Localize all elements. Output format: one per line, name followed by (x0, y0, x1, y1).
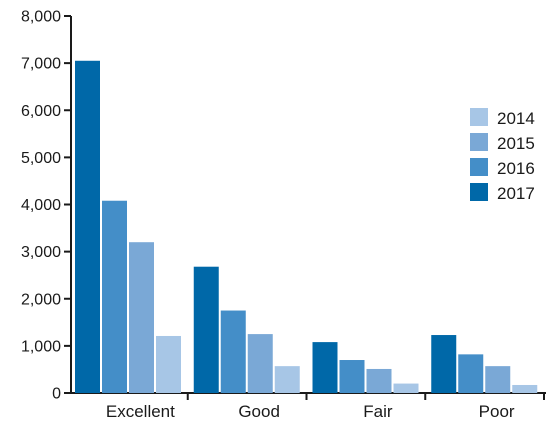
y-axis: 0 1,000 2,000 3,000 4,000 5,000 6,000 7,000 8,00… (21, 9, 72, 403)
bar-poor-2015 (485, 366, 511, 393)
bar-fair-2016 (339, 360, 365, 393)
bar-poor-2017 (431, 335, 457, 393)
legend-label-2014: 2014 (497, 109, 535, 128)
x-category-label-excellent: Excellent (106, 402, 175, 421)
bars (75, 60, 538, 394)
x-category-label-poor: Poor (479, 402, 515, 421)
bar-poor-2014 (512, 384, 538, 393)
legend-swatch-2017 (470, 183, 488, 201)
y-tick-label: 7,000 (21, 56, 61, 73)
legend-swatch-2016 (470, 158, 488, 176)
y-tick-label: 4,000 (21, 197, 61, 214)
bar-excellent-2017 (75, 60, 100, 394)
bar-fair-2017 (312, 342, 338, 393)
bar-fair-2015 (366, 368, 392, 393)
x-axis: Excellent Good Fair Poor (64, 392, 546, 421)
legend-label-2015: 2015 (497, 134, 535, 153)
y-tick-label: 8,000 (21, 9, 61, 26)
bar-excellent-2016 (102, 200, 127, 393)
x-category-label-good: Good (238, 402, 280, 421)
y-tick-label: 5,000 (21, 150, 61, 167)
legend-label-2017: 2017 (497, 184, 535, 203)
bar-fair-2014 (393, 383, 419, 393)
legend-label-2016: 2016 (497, 159, 535, 178)
y-tick-label: 6,000 (21, 103, 61, 120)
bar-excellent-2015 (129, 242, 154, 393)
y-tick-label: 3,000 (21, 244, 61, 261)
legend-swatch-2014 (470, 108, 488, 126)
bar-excellent-2014 (156, 335, 181, 393)
y-tick-label: 1,000 (21, 338, 61, 355)
legend: 2014 2015 2016 2017 (470, 108, 535, 203)
x-category-label-fair: Fair (363, 402, 393, 421)
bar-poor-2016 (458, 354, 484, 393)
bar-good-2015 (247, 334, 273, 393)
y-tick-label: 2,000 (21, 291, 61, 308)
legend-swatch-2015 (470, 133, 488, 151)
bar-good-2017 (193, 266, 219, 393)
y-tick-label: 0 (52, 386, 61, 403)
bar-good-2014 (274, 366, 300, 393)
bar-good-2016 (220, 310, 246, 393)
